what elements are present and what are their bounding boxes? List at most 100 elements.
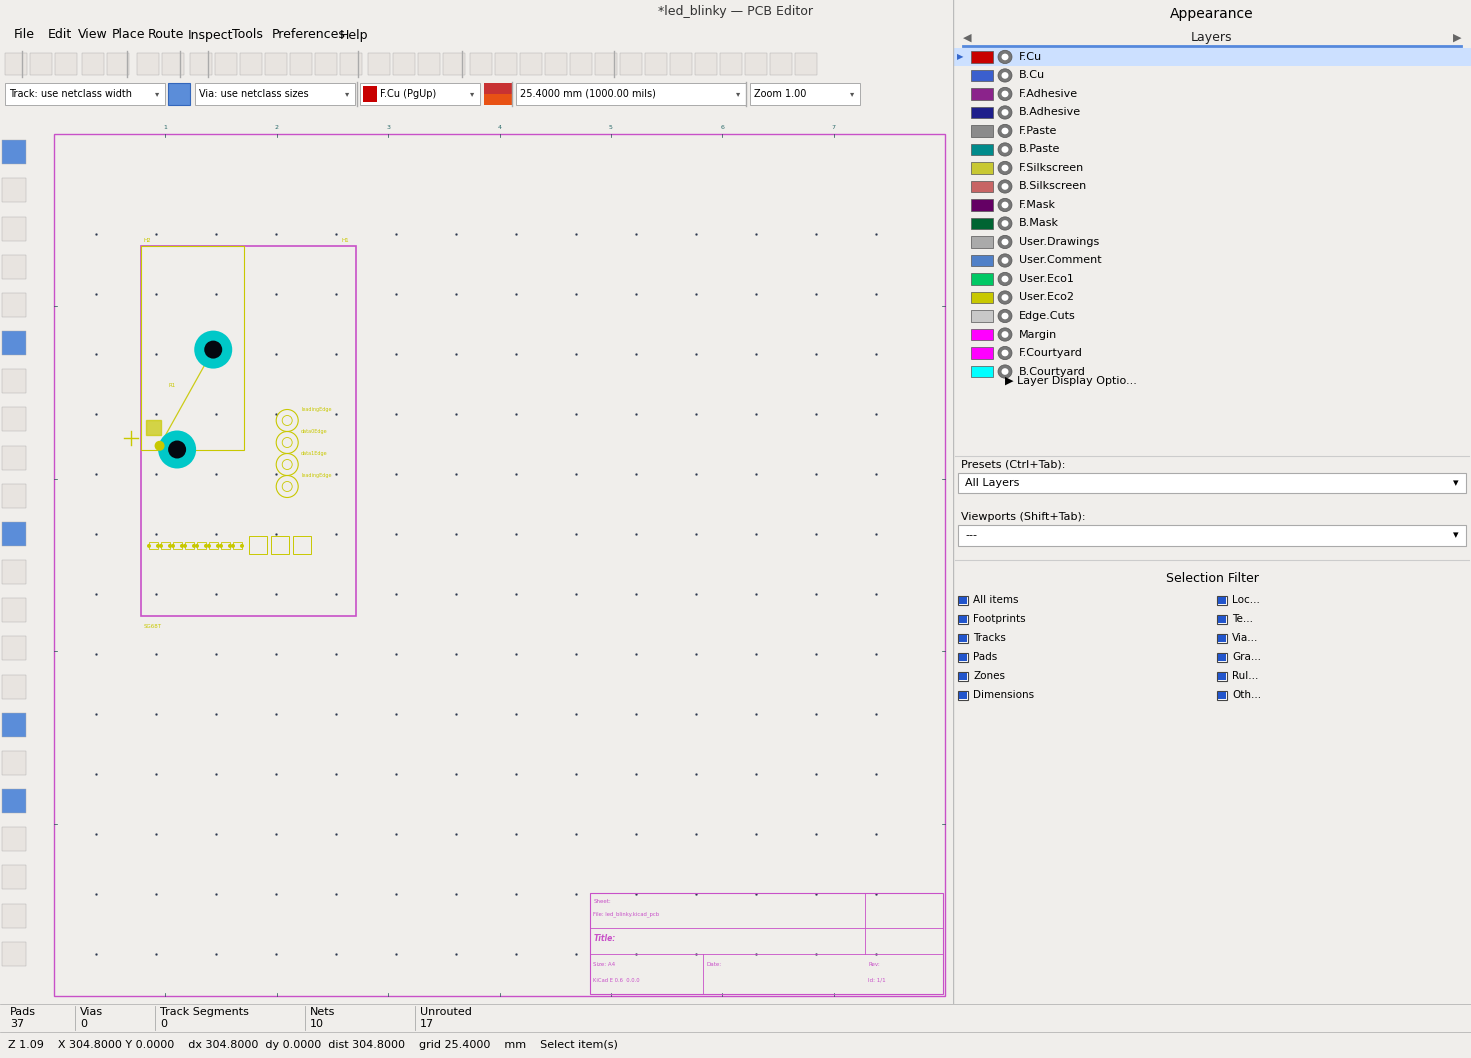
Bar [958,653,968,662]
Bar [160,543,171,549]
Bar [959,597,966,604]
Circle shape [204,544,207,548]
Bar [971,88,993,99]
Text: Preferences: Preferences [272,29,346,41]
Circle shape [156,544,160,548]
Text: Id: 1/1: Id: 1/1 [868,978,886,983]
Text: B.Mask: B.Mask [1019,219,1059,229]
Circle shape [1002,368,1009,375]
Circle shape [997,365,1012,378]
Bar [1,407,26,432]
Bar [484,83,512,105]
Text: Gra...: Gra... [1233,652,1261,661]
Circle shape [997,309,1012,323]
Text: Via...: Via... [1233,633,1258,642]
Bar [971,199,993,211]
Text: Dimensions: Dimensions [972,690,1034,699]
Text: File: led_blinky.kicad_pcb: File: led_blinky.kicad_pcb [593,911,659,917]
Bar [293,536,312,554]
Bar [340,53,362,75]
Bar [240,53,262,75]
Bar [669,53,691,75]
Circle shape [997,51,1012,63]
Bar [363,86,377,102]
Bar [719,53,741,75]
Bar [1218,616,1225,623]
Bar [1,369,26,394]
Circle shape [997,217,1012,231]
Circle shape [997,272,1012,286]
Text: Unrouted: Unrouted [421,1007,472,1017]
FancyBboxPatch shape [958,473,1467,493]
Bar [29,53,51,75]
Text: ▾: ▾ [154,90,159,98]
Bar [271,536,290,554]
Bar [953,48,1471,67]
Bar [1,789,26,814]
Text: User.Eco2: User.Eco2 [1019,292,1074,303]
Text: ---: --- [965,530,977,541]
Text: 2: 2 [275,125,278,130]
Text: Edge.Cuts: Edge.Cuts [1019,311,1075,321]
Text: leadingEdge: leadingEdge [302,473,331,478]
Bar [1217,653,1227,662]
Text: R1: R1 [168,383,175,387]
Bar [971,347,993,359]
Bar [443,53,465,75]
Bar [959,673,966,680]
Bar [1,637,26,660]
Circle shape [157,431,196,469]
Text: ▾: ▾ [1453,530,1459,541]
Circle shape [182,544,187,548]
Circle shape [171,544,175,548]
Text: ▶ Layer Display Optio...: ▶ Layer Display Optio... [1005,376,1137,385]
Text: ▾: ▾ [1453,478,1459,488]
FancyBboxPatch shape [958,525,1467,546]
Circle shape [168,544,172,548]
Text: B.Cu: B.Cu [1019,71,1044,80]
Text: Help: Help [340,29,369,41]
Circle shape [1002,350,1009,357]
Bar [496,53,516,75]
Bar [958,596,968,605]
Circle shape [193,544,196,548]
Text: F.Mask: F.Mask [1019,200,1056,209]
Text: F.Cu (PgUp): F.Cu (PgUp) [380,89,437,99]
Bar [471,53,491,75]
Text: Track: use netclass width: Track: use netclass width [9,89,132,99]
Bar [1,904,26,928]
Bar [1,445,26,470]
Text: Pads: Pads [972,652,997,661]
Circle shape [997,328,1012,341]
Circle shape [228,544,232,548]
Circle shape [1002,109,1009,115]
Text: Nets: Nets [310,1007,335,1017]
Text: 0: 0 [79,1019,87,1029]
Bar [1,522,26,546]
Bar [959,616,966,623]
Text: 7: 7 [831,125,836,130]
Bar [107,53,129,75]
Circle shape [1002,294,1009,300]
Text: Tools: Tools [232,29,263,41]
Text: 0: 0 [160,1019,168,1029]
Text: Zones: Zones [972,671,1005,680]
Text: F.Cu: F.Cu [1019,52,1041,62]
Text: 25.4000 mm (1000.00 mils): 25.4000 mm (1000.00 mils) [521,89,656,99]
Text: Sheet:: Sheet: [593,899,610,905]
Bar [1,675,26,698]
FancyBboxPatch shape [4,83,165,105]
Circle shape [194,330,232,368]
Circle shape [1002,239,1009,245]
Text: ─: ─ [1412,6,1420,16]
Circle shape [997,143,1012,157]
Text: F.Paste: F.Paste [1019,126,1058,136]
Bar [594,53,616,75]
Bar [521,53,541,75]
Text: 1: 1 [163,125,168,130]
Text: Route: Route [149,29,184,41]
Bar [197,543,206,549]
Text: User.Comment: User.Comment [1019,255,1102,266]
Circle shape [997,180,1012,194]
Text: ▾: ▾ [344,90,349,98]
